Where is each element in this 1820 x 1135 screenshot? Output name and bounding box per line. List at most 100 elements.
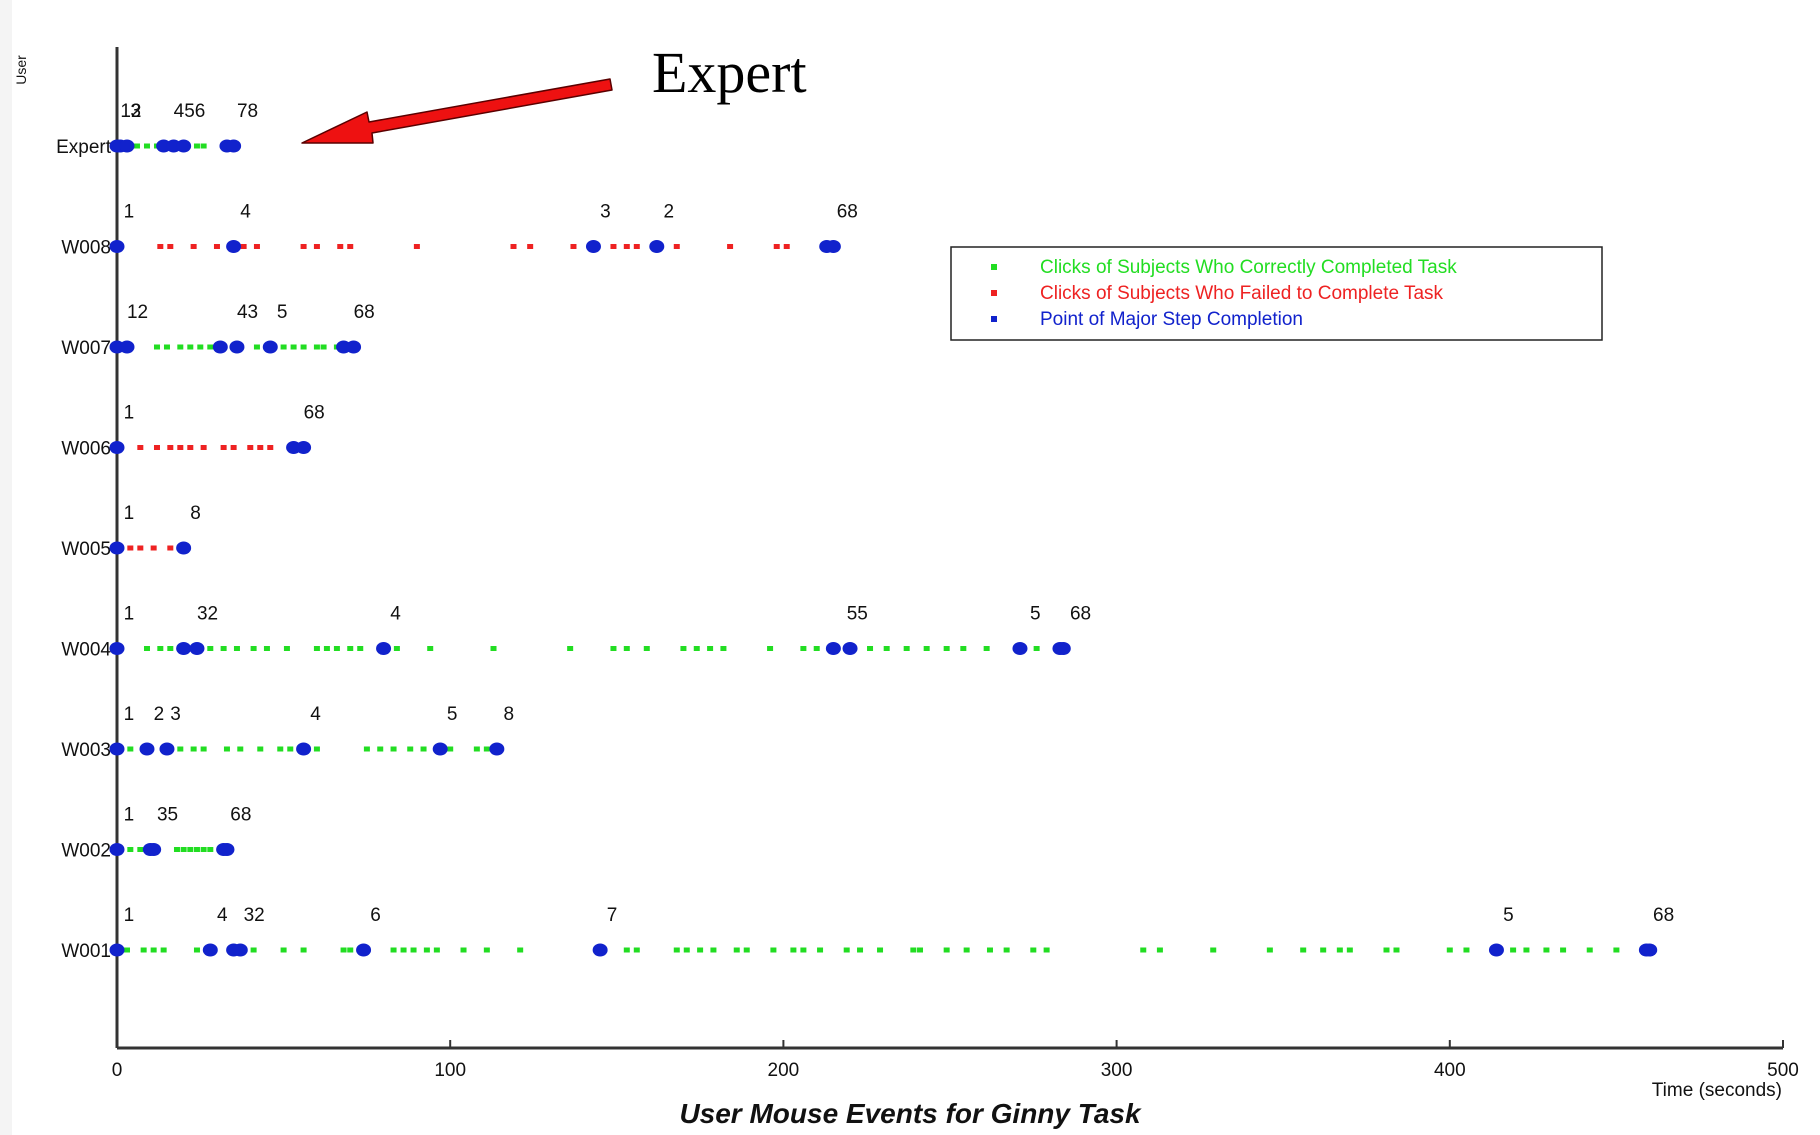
step-point — [296, 742, 312, 756]
click-point — [190, 244, 197, 249]
step-point — [262, 340, 278, 354]
y-category-label: W008 — [61, 238, 111, 259]
click-point — [257, 746, 264, 752]
click-point — [133, 143, 140, 149]
click-point — [193, 947, 200, 953]
expert-annotation: Expert — [652, 40, 807, 105]
step-point — [119, 139, 135, 153]
step-point — [592, 943, 608, 957]
step-label: 68 — [354, 302, 375, 323]
click-point — [783, 244, 790, 249]
click-point — [773, 244, 780, 249]
click-point — [727, 244, 734, 249]
plot-background — [12, 0, 1820, 1135]
click-point — [300, 344, 307, 350]
y-category-label: W003 — [61, 740, 111, 761]
step-label: 12 — [127, 302, 148, 323]
click-point — [483, 947, 490, 953]
click-point — [683, 947, 690, 953]
click-point — [800, 947, 807, 953]
step-point — [825, 240, 841, 253]
click-point — [680, 646, 687, 651]
step-label: 7 — [607, 905, 618, 926]
click-point — [290, 344, 297, 350]
click-point — [1560, 947, 1567, 953]
step-label: 68 — [837, 202, 858, 223]
y-category-label: W004 — [61, 640, 111, 661]
step-point — [219, 843, 235, 856]
step-point — [109, 742, 125, 756]
step-label: 6 — [370, 905, 381, 926]
click-point — [400, 947, 407, 953]
click-point — [230, 445, 237, 450]
step-point — [226, 139, 242, 153]
step-point — [232, 943, 248, 957]
click-point — [357, 646, 364, 651]
x-tick-label: 0 — [112, 1060, 123, 1081]
click-point — [420, 746, 427, 752]
click-point — [363, 746, 370, 752]
step-label: 1 — [124, 704, 135, 725]
step-label: 3 — [170, 704, 181, 725]
click-point — [1266, 947, 1273, 953]
click-point — [917, 947, 924, 953]
step-point — [109, 843, 125, 856]
click-point — [220, 445, 227, 450]
click-point — [207, 646, 214, 651]
click-point — [207, 847, 214, 852]
click-point — [323, 646, 330, 651]
click-point — [963, 947, 970, 953]
click-point — [253, 244, 260, 249]
step-label: 1 — [124, 604, 135, 625]
click-point — [187, 344, 194, 350]
step-point — [109, 943, 125, 957]
click-point — [867, 646, 874, 651]
annotation-arrow — [301, 78, 613, 144]
step-label: 4 — [310, 704, 321, 725]
y-category-label: W006 — [61, 439, 111, 460]
chart-title: User Mouse Events for Ginny Task — [679, 1098, 1142, 1129]
click-point — [257, 445, 264, 450]
click-point — [720, 646, 727, 651]
click-point — [673, 244, 680, 249]
click-point — [200, 445, 207, 450]
y-category-label: W001 — [61, 941, 111, 962]
click-point — [347, 244, 354, 249]
step-label: 8 — [504, 704, 515, 725]
click-point — [153, 344, 160, 350]
click-point — [167, 445, 174, 450]
click-point — [193, 847, 200, 852]
click-point — [1320, 947, 1327, 953]
click-point — [923, 646, 930, 651]
step-point — [585, 240, 601, 253]
click-point — [1586, 947, 1593, 953]
click-point — [943, 947, 950, 953]
step-label: 456 — [174, 101, 206, 122]
click-point — [187, 445, 194, 450]
step-label: 1 — [124, 503, 135, 524]
click-point — [137, 847, 144, 852]
click-point — [280, 947, 287, 953]
click-point — [143, 143, 150, 149]
step-label: 5 — [1030, 604, 1041, 625]
legend-label: Clicks of Subjects Who Correctly Complet… — [1040, 257, 1457, 278]
click-point — [1393, 947, 1400, 953]
click-point — [460, 947, 467, 953]
click-point — [1033, 646, 1040, 651]
click-point — [843, 947, 850, 953]
click-point — [123, 947, 130, 953]
click-point — [127, 847, 134, 852]
click-point — [283, 646, 290, 651]
click-point — [623, 244, 630, 249]
click-point — [1523, 947, 1530, 953]
click-point — [347, 947, 354, 953]
click-point — [193, 143, 200, 149]
click-point — [733, 947, 740, 953]
click-point — [250, 947, 257, 953]
step-label: 43 — [237, 302, 258, 323]
click-point — [393, 646, 400, 651]
click-point — [150, 545, 157, 551]
click-point — [1383, 947, 1390, 953]
step-point — [356, 943, 372, 957]
